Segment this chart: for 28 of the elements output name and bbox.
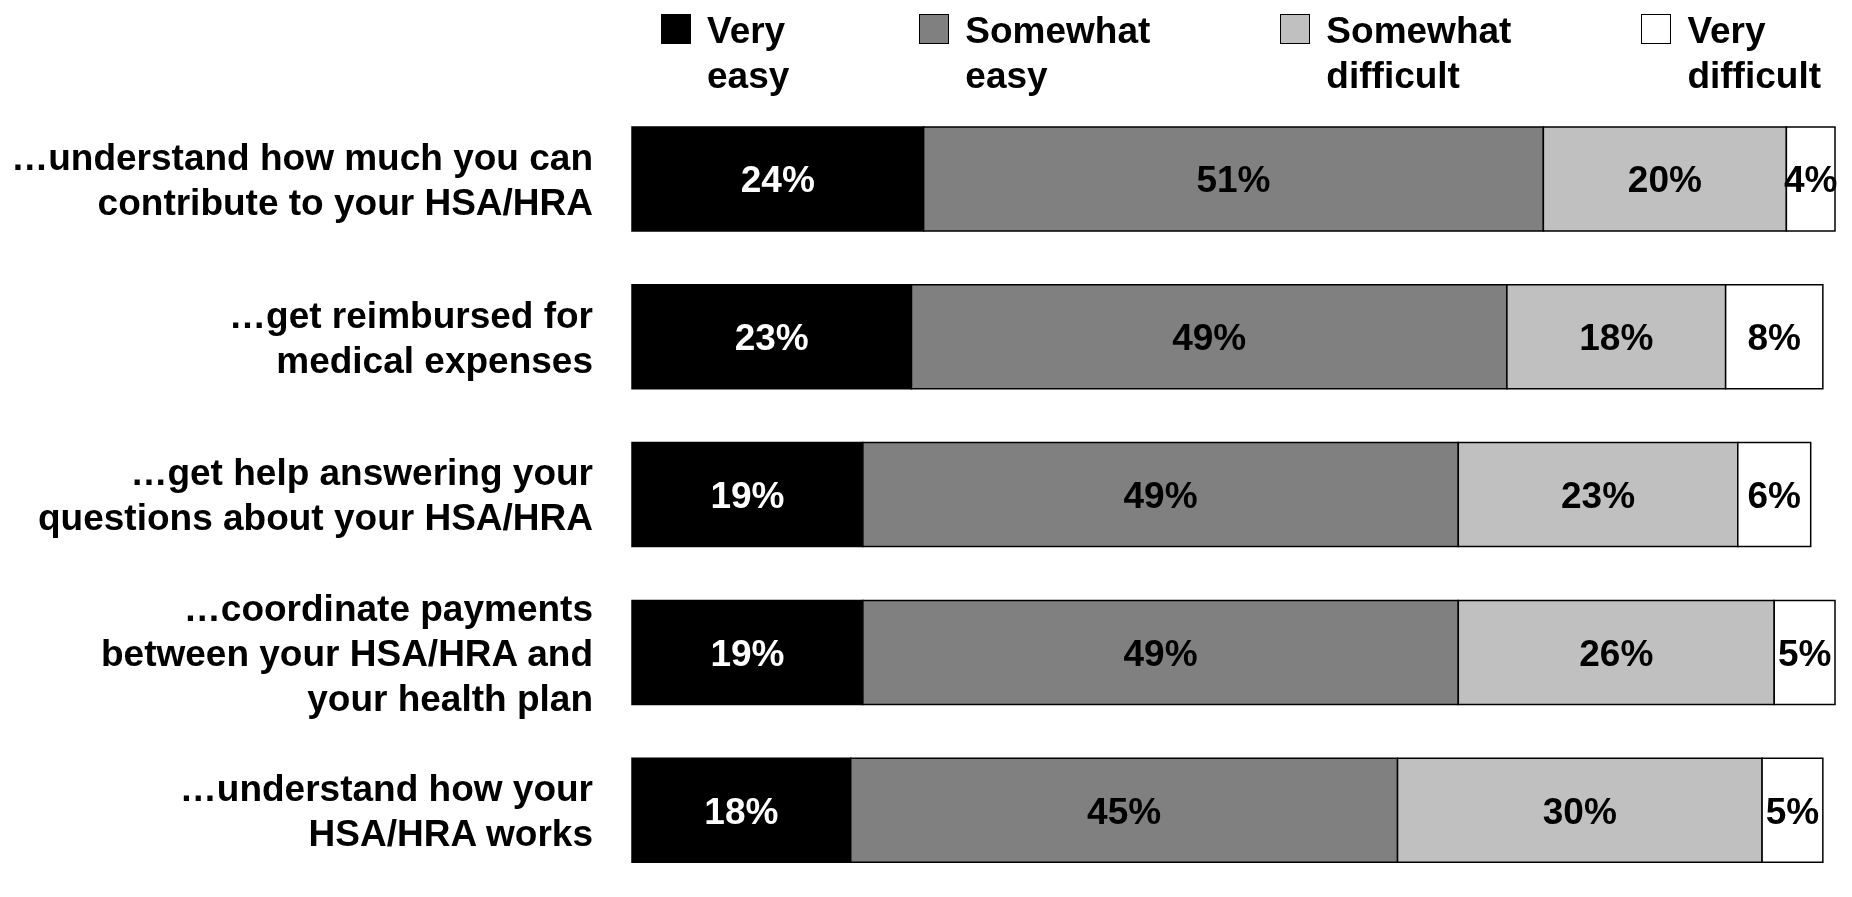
legend-label: Somewhat easy xyxy=(965,9,1151,98)
y-tick-label: …get reimbursed for medical expenses xyxy=(229,294,593,381)
data-label: 49% xyxy=(1123,632,1198,674)
data-label: 45% xyxy=(1087,790,1162,832)
data-label: 51% xyxy=(1196,159,1271,201)
data-label: 19% xyxy=(710,474,785,516)
data-label: 20% xyxy=(1627,159,1702,201)
y-tick-label: …understand how your HSA/HRA works xyxy=(179,767,593,854)
data-label: 5% xyxy=(1777,632,1832,674)
data-label: 49% xyxy=(1172,317,1247,359)
data-label: 18% xyxy=(1579,317,1654,359)
data-label: 5% xyxy=(1765,790,1820,832)
legend-label: Very easy xyxy=(707,9,790,98)
data-label: 18% xyxy=(704,790,779,832)
legend-label: Very difficult xyxy=(1687,9,1821,98)
data-label: 19% xyxy=(710,632,785,674)
data-label: 24% xyxy=(740,159,815,201)
legend-label: Somewhat difficult xyxy=(1326,9,1512,98)
y-tick-label: …coordinate payments between your HSA/HRA and your health plan xyxy=(100,587,593,719)
data-label: 23% xyxy=(734,317,809,359)
data-label: 6% xyxy=(1747,474,1801,516)
y-tick-label: …understand how much you can contribute to your HSA/HRA xyxy=(11,136,593,223)
data-label: 26% xyxy=(1579,632,1654,674)
data-label: 23% xyxy=(1561,474,1636,516)
data-label: 30% xyxy=(1542,790,1617,832)
y-tick-label: …get help answering your questions about your HSA/HRA xyxy=(37,452,593,539)
data-label: 8% xyxy=(1747,317,1801,359)
data-label: 49% xyxy=(1123,474,1198,516)
